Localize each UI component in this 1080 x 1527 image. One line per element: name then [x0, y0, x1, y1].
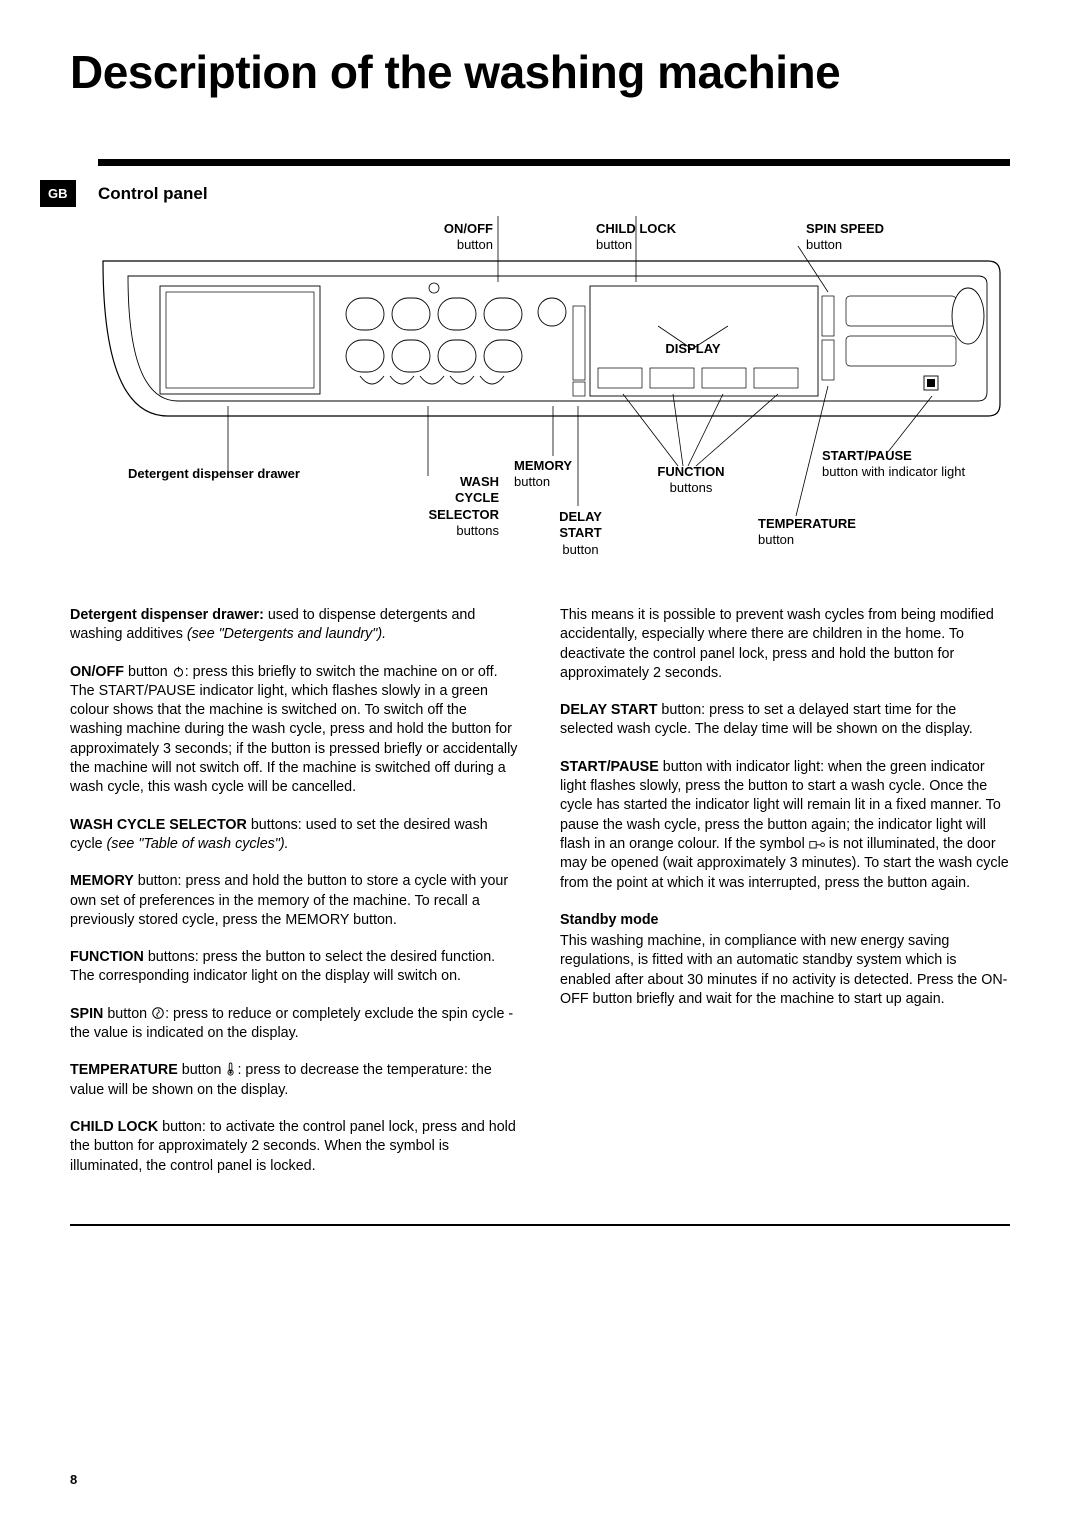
paragraph: WASH CYCLE SELECTOR buttons: used to set… [70, 816, 520, 855]
paragraph: Detergent dispenser drawer: used to disp… [70, 606, 520, 645]
left-column: Detergent dispenser drawer: used to disp… [70, 606, 520, 1194]
thick-rule [98, 159, 1010, 166]
label-detergent-drawer: Detergent dispenser drawer [128, 466, 300, 482]
paragraph: TEMPERATURE button : press to decrease t… [70, 1061, 520, 1100]
page-number: 8 [70, 1472, 77, 1487]
paragraph: This means it is possible to prevent was… [560, 606, 1010, 683]
section-title: Control panel [98, 184, 1010, 204]
label-startpause: START/PAUSE button with indicator light [822, 448, 965, 481]
label-onoff: ON/OFF button [398, 221, 493, 254]
label-wash-cycle: WASHCYCLESELECTOR buttons [384, 474, 499, 539]
control-panel-diagram: ON/OFF button CHILD LOCK button SPIN SPE… [98, 216, 1010, 566]
label-spinspeed: SPIN SPEED button [806, 221, 884, 254]
label-childlock: CHILD LOCK button [596, 221, 676, 254]
paragraph: SPIN button : press to reduce or complet… [70, 1005, 520, 1044]
paragraph: This washing machine, in compliance with… [560, 932, 1010, 1009]
thin-rule [70, 1224, 1010, 1226]
paragraph: ON/OFF button : press this briefly to sw… [70, 663, 520, 798]
paragraph: DELAY START button: press to set a delay… [560, 701, 1010, 740]
right-column: This means it is possible to prevent was… [560, 606, 1010, 1194]
paragraph: CHILD LOCK button: to activate the contr… [70, 1118, 520, 1176]
label-function: FUNCTION buttons [646, 464, 736, 497]
paragraph: FUNCTION buttons: press the button to se… [70, 948, 520, 987]
page-title: Description of the washing machine [70, 45, 1010, 99]
label-delay-start: DELAYSTART button [538, 509, 623, 558]
label-temperature: TEMPERATURE button [758, 516, 856, 549]
label-display: DISPLAY [658, 341, 728, 357]
sub-heading: Standby mode [560, 911, 1010, 930]
paragraph: MEMORY button: press and hold the button… [70, 872, 520, 930]
label-memory: MEMORY button [514, 458, 572, 491]
body-columns: Detergent dispenser drawer: used to disp… [70, 606, 1010, 1194]
paragraph: START/PAUSE button with indicator light:… [560, 758, 1010, 893]
language-tab: GB [40, 180, 76, 207]
